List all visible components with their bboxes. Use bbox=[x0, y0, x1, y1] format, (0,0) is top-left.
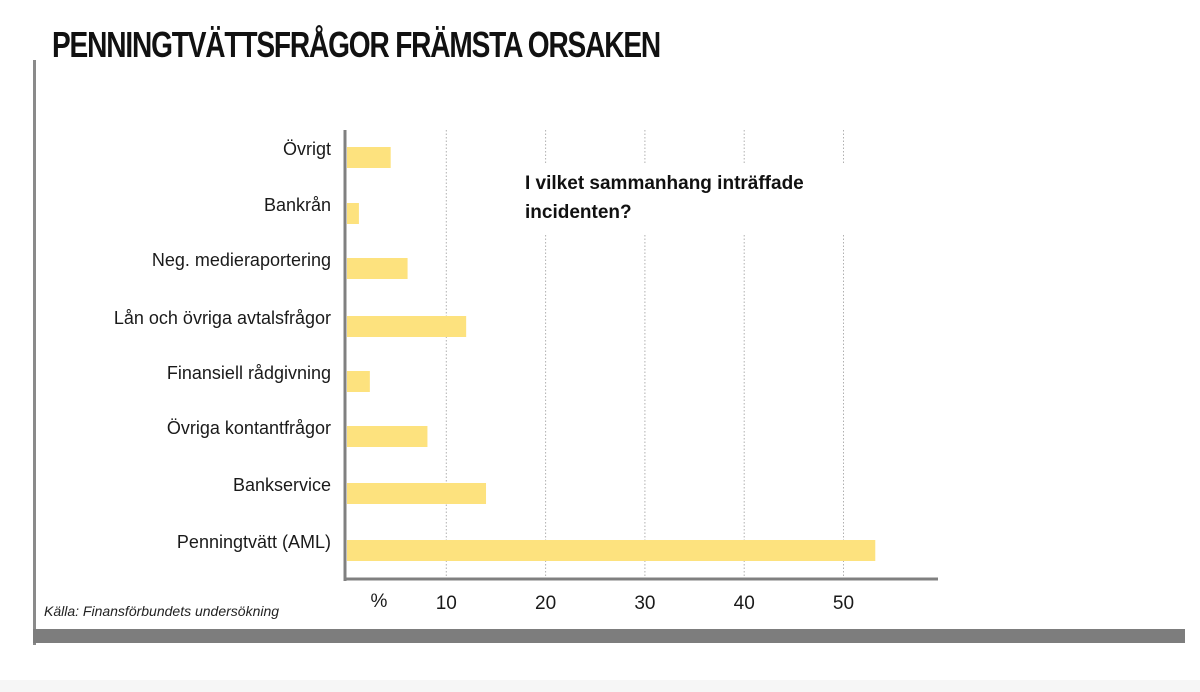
category-label: Bankrån bbox=[264, 195, 331, 215]
frame-left-border bbox=[33, 60, 36, 645]
bar bbox=[347, 147, 391, 168]
category-label: Neg. medieraportering bbox=[152, 250, 331, 270]
category-label: Bankservice bbox=[233, 475, 331, 495]
bottom-strip bbox=[0, 680, 1200, 692]
x-tick-label: 20 bbox=[535, 593, 556, 614]
bar bbox=[347, 203, 359, 224]
x-tick-label: 10 bbox=[436, 593, 457, 614]
category-label: Övriga kontantfrågor bbox=[167, 418, 331, 438]
bar bbox=[347, 371, 370, 392]
chart-title: PENNINGTVÄTTSFRÅGOR FRÄMSTA ORSAKEN bbox=[52, 24, 661, 65]
annotation-line: I vilket sammanhang inträffade bbox=[525, 173, 804, 194]
bar bbox=[347, 258, 408, 279]
category-label: Övrigt bbox=[283, 139, 331, 159]
annotation-line: incidenten? bbox=[525, 202, 632, 223]
bar bbox=[347, 316, 467, 337]
bar bbox=[347, 540, 876, 561]
x-axis-unit-label: % bbox=[371, 591, 388, 612]
bar bbox=[347, 483, 487, 504]
source-note: Källa: Finansförbundets undersökning bbox=[44, 603, 280, 619]
x-tick-label: 50 bbox=[833, 593, 854, 614]
bar bbox=[347, 426, 428, 447]
x-tick-label: 30 bbox=[634, 593, 655, 614]
x-tick-label: 40 bbox=[734, 593, 755, 614]
category-label: Finansiell rådgivning bbox=[167, 363, 331, 383]
frame-bottom-bar bbox=[33, 629, 1185, 643]
category-label: Lån och övriga avtalsfrågor bbox=[114, 308, 331, 328]
category-label: Penningtvätt (AML) bbox=[177, 532, 331, 552]
